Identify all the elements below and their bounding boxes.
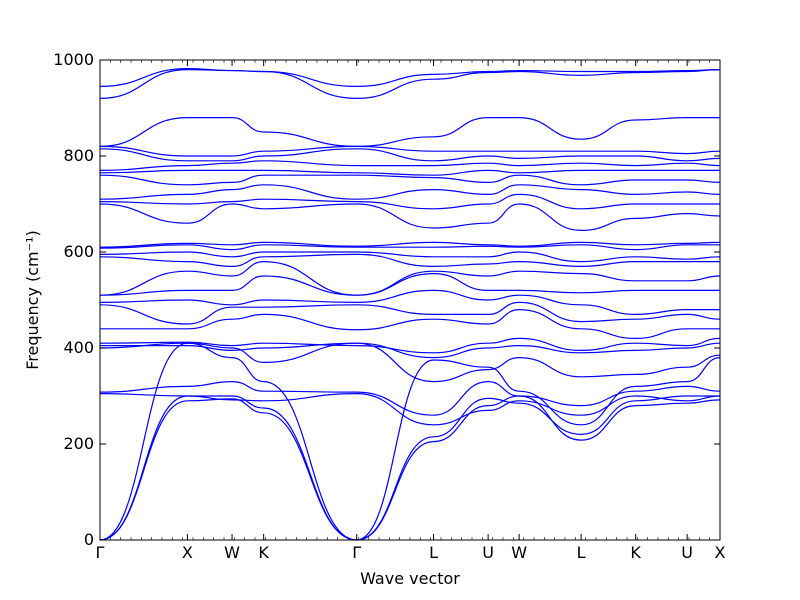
branch-line-3 xyxy=(99,342,721,541)
branch-line-24 xyxy=(99,148,721,162)
x-tick-label: K xyxy=(630,543,641,562)
x-tick-label: X xyxy=(182,543,193,562)
x-tick-label: L xyxy=(429,543,438,562)
branch-line-13 xyxy=(99,260,721,296)
branch-line-10 xyxy=(99,301,721,325)
x-tick-label: W xyxy=(224,543,240,562)
y-tick-label: 800 xyxy=(63,146,94,165)
x-tick-label: U xyxy=(681,543,693,562)
branch-line-15 xyxy=(99,251,721,263)
branch-line-11 xyxy=(99,289,720,316)
y-axis: 0 200 400 600 800 1000 xyxy=(53,50,720,549)
branch-line-2 xyxy=(99,395,720,541)
y-axis-label: Frequency (cm⁻¹) xyxy=(23,230,42,369)
branch-line-28 xyxy=(99,68,721,88)
branch-line-17 xyxy=(99,241,721,248)
x-tick-label: Γ xyxy=(96,543,105,562)
x-tick-label: W xyxy=(511,543,527,562)
branch-line-20 xyxy=(99,184,721,200)
branch-line-23 xyxy=(99,160,721,171)
branch-line-16 xyxy=(99,244,720,251)
branch-line-22 xyxy=(99,169,720,176)
branch-line-26 xyxy=(99,117,720,148)
branch-line-18 xyxy=(99,203,721,232)
branch-line-1 xyxy=(99,395,721,541)
y-tick-label: 0 xyxy=(84,530,94,549)
x-tick-label: Γ xyxy=(352,543,361,562)
y-tick-label: 600 xyxy=(63,242,94,261)
x-tick-label: K xyxy=(258,543,269,562)
branch-line-21 xyxy=(99,174,721,186)
plot-lines xyxy=(99,68,721,541)
branch-line-8 xyxy=(99,337,721,354)
x-tick-label: U xyxy=(482,543,494,562)
branch-line-5 xyxy=(99,380,721,416)
branch-line-7 xyxy=(99,342,721,359)
branch-line-14 xyxy=(99,253,720,268)
y-tick-label: 200 xyxy=(63,434,94,453)
x-tick-label: X xyxy=(715,543,726,562)
x-tick-label: L xyxy=(577,543,586,562)
branch-line-6 xyxy=(99,342,721,383)
branch-line-4 xyxy=(99,392,721,426)
branch-line-9 xyxy=(99,308,721,340)
branch-line-19 xyxy=(99,193,720,210)
y-tick-label: 400 xyxy=(63,338,94,357)
x-axis-label: Wave vector xyxy=(360,569,460,588)
y-tick-label: 1000 xyxy=(53,50,94,69)
branch-line-25 xyxy=(99,145,721,157)
branch-line-27 xyxy=(99,68,721,100)
branch-line-12 xyxy=(99,272,720,296)
